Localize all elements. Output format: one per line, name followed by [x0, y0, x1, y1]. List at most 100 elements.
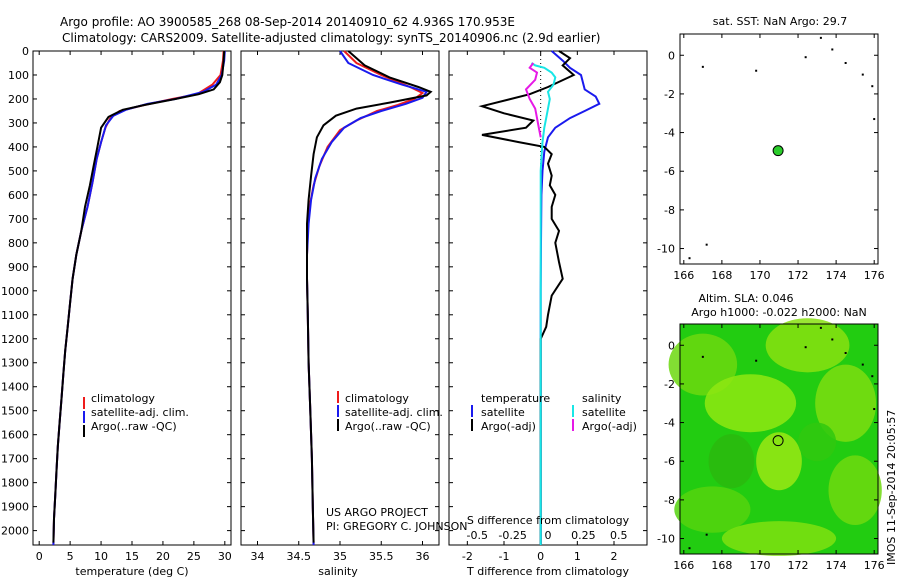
sla-patch [668, 333, 738, 396]
s-difference-label: S difference from climatology [467, 514, 630, 527]
salinity-xlabel: salinity [318, 565, 358, 578]
temperature-xlabel: temperature (deg C) [75, 565, 188, 578]
series-line [524, 62, 542, 138]
island-mark [705, 243, 708, 246]
sla-map-title-2: Argo h1000: -0.022 h2000: NaN [691, 306, 867, 319]
x-tick-label: 5 [67, 550, 74, 563]
x-tick-label: 176 [864, 269, 885, 282]
y-tick-label: 1500 [1, 405, 29, 418]
sla-patch [674, 486, 751, 533]
legend-title-salinity: salinity [582, 392, 622, 405]
series-line [306, 50, 433, 543]
island-mark [804, 56, 807, 59]
y-tick-label: -2 [664, 378, 675, 391]
y-tick-label: 0 [668, 49, 675, 62]
sla-patch [704, 374, 797, 433]
island-mark [819, 36, 822, 39]
island-mark [844, 351, 847, 354]
sst-map-frame [679, 33, 879, 265]
series-line [478, 50, 576, 545]
island-mark [688, 547, 691, 550]
header-line-1: Argo profile: AO 3900585_268 08-Sep-2014… [60, 15, 515, 29]
x-tick-label-s: -0.25 [498, 529, 526, 542]
y-tick-label: 300 [8, 117, 29, 130]
island-mark [861, 73, 864, 76]
x-tick-label: 30 [218, 550, 232, 563]
argo-position-marker [772, 435, 784, 447]
legend-argo: Argo(..raw -QC) [345, 420, 431, 433]
series-line [52, 50, 226, 546]
sla-map-frame [679, 323, 879, 555]
x-tick-label: -1 [499, 550, 510, 563]
sla-map-title-1: Altim. SLA: 0.046 [698, 292, 793, 305]
island-mark [871, 85, 874, 88]
island-mark [755, 69, 758, 72]
x-tick-label: 174 [826, 559, 847, 572]
x-tick-label: 168 [711, 559, 732, 572]
y-tick-label: -10 [657, 533, 675, 546]
legend-title-temperature: temperature [481, 392, 550, 405]
island-mark [844, 61, 847, 64]
y-tick-label: -6 [664, 455, 675, 468]
x-tick-label-s: 0.5 [610, 529, 628, 542]
sla-patch [765, 318, 850, 373]
difference-panel: -2 -1 0 1 2 -0.5 -0.25 0 0.25 0.5 S difference fr… [448, 50, 648, 578]
project-note-line-1: US ARGO PROJECT [326, 506, 428, 519]
legend-s-argo: Argo(-adj) [582, 420, 637, 433]
sst-map-panel: sat. SST: NaN Argo: 29.7 166 168 170 172 174… [657, 15, 885, 282]
y-tick-label: 1200 [1, 333, 29, 346]
x-tick-label: 0 [36, 550, 43, 563]
x-tick-label: -2 [462, 550, 473, 563]
x-tick-label: 36 [416, 550, 430, 563]
y-tick-label: 1600 [1, 429, 29, 442]
series-line [52, 50, 226, 543]
y-tick-label: 1300 [1, 357, 29, 370]
y-tick-label: -6 [664, 165, 675, 178]
y-tick-label: 1900 [1, 501, 29, 514]
x-tick-label: 166 [673, 559, 694, 572]
island-mark [871, 375, 874, 378]
legend-t-argo: Argo(-adj) [481, 420, 536, 433]
island-mark [701, 65, 704, 68]
x-tick-label: 15 [125, 550, 139, 563]
y-tick-label: -8 [664, 494, 675, 507]
island-mark [705, 533, 708, 536]
salinity-axes-frame [240, 50, 440, 546]
project-note-line-2: PI: GREGORY C. JOHNSON [326, 520, 467, 533]
legend-t-satellite: satellite [481, 406, 525, 419]
x-tick-label: 172 [788, 269, 809, 282]
sla-patch [828, 455, 882, 526]
island-mark [755, 359, 758, 362]
x-tick-label: 0 [537, 550, 544, 563]
sla-map-panel: Altim. SLA: 0.046 Argo h1000: -0.022 h20… [657, 292, 885, 572]
y-tick-label: 900 [8, 261, 29, 274]
salinity-plot: 34 34.5 35 35.5 36 [241, 50, 439, 563]
y-tick-label: 800 [8, 237, 29, 250]
y-tick-label: 100 [8, 69, 29, 82]
sla-patch [756, 432, 802, 491]
imos-timestamp-label: IMOS 11-Sep-2014 20:05:57 [885, 410, 898, 565]
island-mark [688, 257, 691, 260]
salinity-legend: climatology satellite-adj. clim. Argo(..… [337, 391, 443, 433]
sla-patch [815, 364, 877, 442]
y-tick-label: 1700 [1, 453, 29, 466]
x-tick-label: 168 [711, 269, 732, 282]
island-mark [861, 363, 864, 366]
y-tick-label: 600 [8, 189, 29, 202]
difference-plot: -2 -1 0 1 2 -0.5 -0.25 0 0.25 0.5 [449, 50, 647, 563]
legend-satellite-adj: satellite-adj. clim. [345, 406, 443, 419]
salinity-panel: 34 34.5 35 35.5 36 salinity climatology sate… [240, 50, 467, 578]
island-mark [831, 48, 834, 51]
y-tick-label: -4 [664, 417, 675, 430]
sst-map-plot: 166 168 170 172 174 176 0 -2 -4 -6 -8 -10 [657, 34, 885, 282]
y-tick-label: 1100 [1, 309, 29, 322]
argo-position-marker [772, 145, 784, 157]
island-mark [873, 118, 876, 121]
sla-map-plot: 166 168 170 172 174 176 0 -2 -4 -6 -8 -10 [657, 324, 885, 572]
y-tick-label: 0 [668, 339, 675, 352]
island-mark [819, 326, 822, 329]
x-tick-label: 176 [864, 559, 885, 572]
difference-legend: temperature satellite Argo(-adj) salinit… [471, 392, 637, 433]
y-tick-label: 1800 [1, 477, 29, 490]
